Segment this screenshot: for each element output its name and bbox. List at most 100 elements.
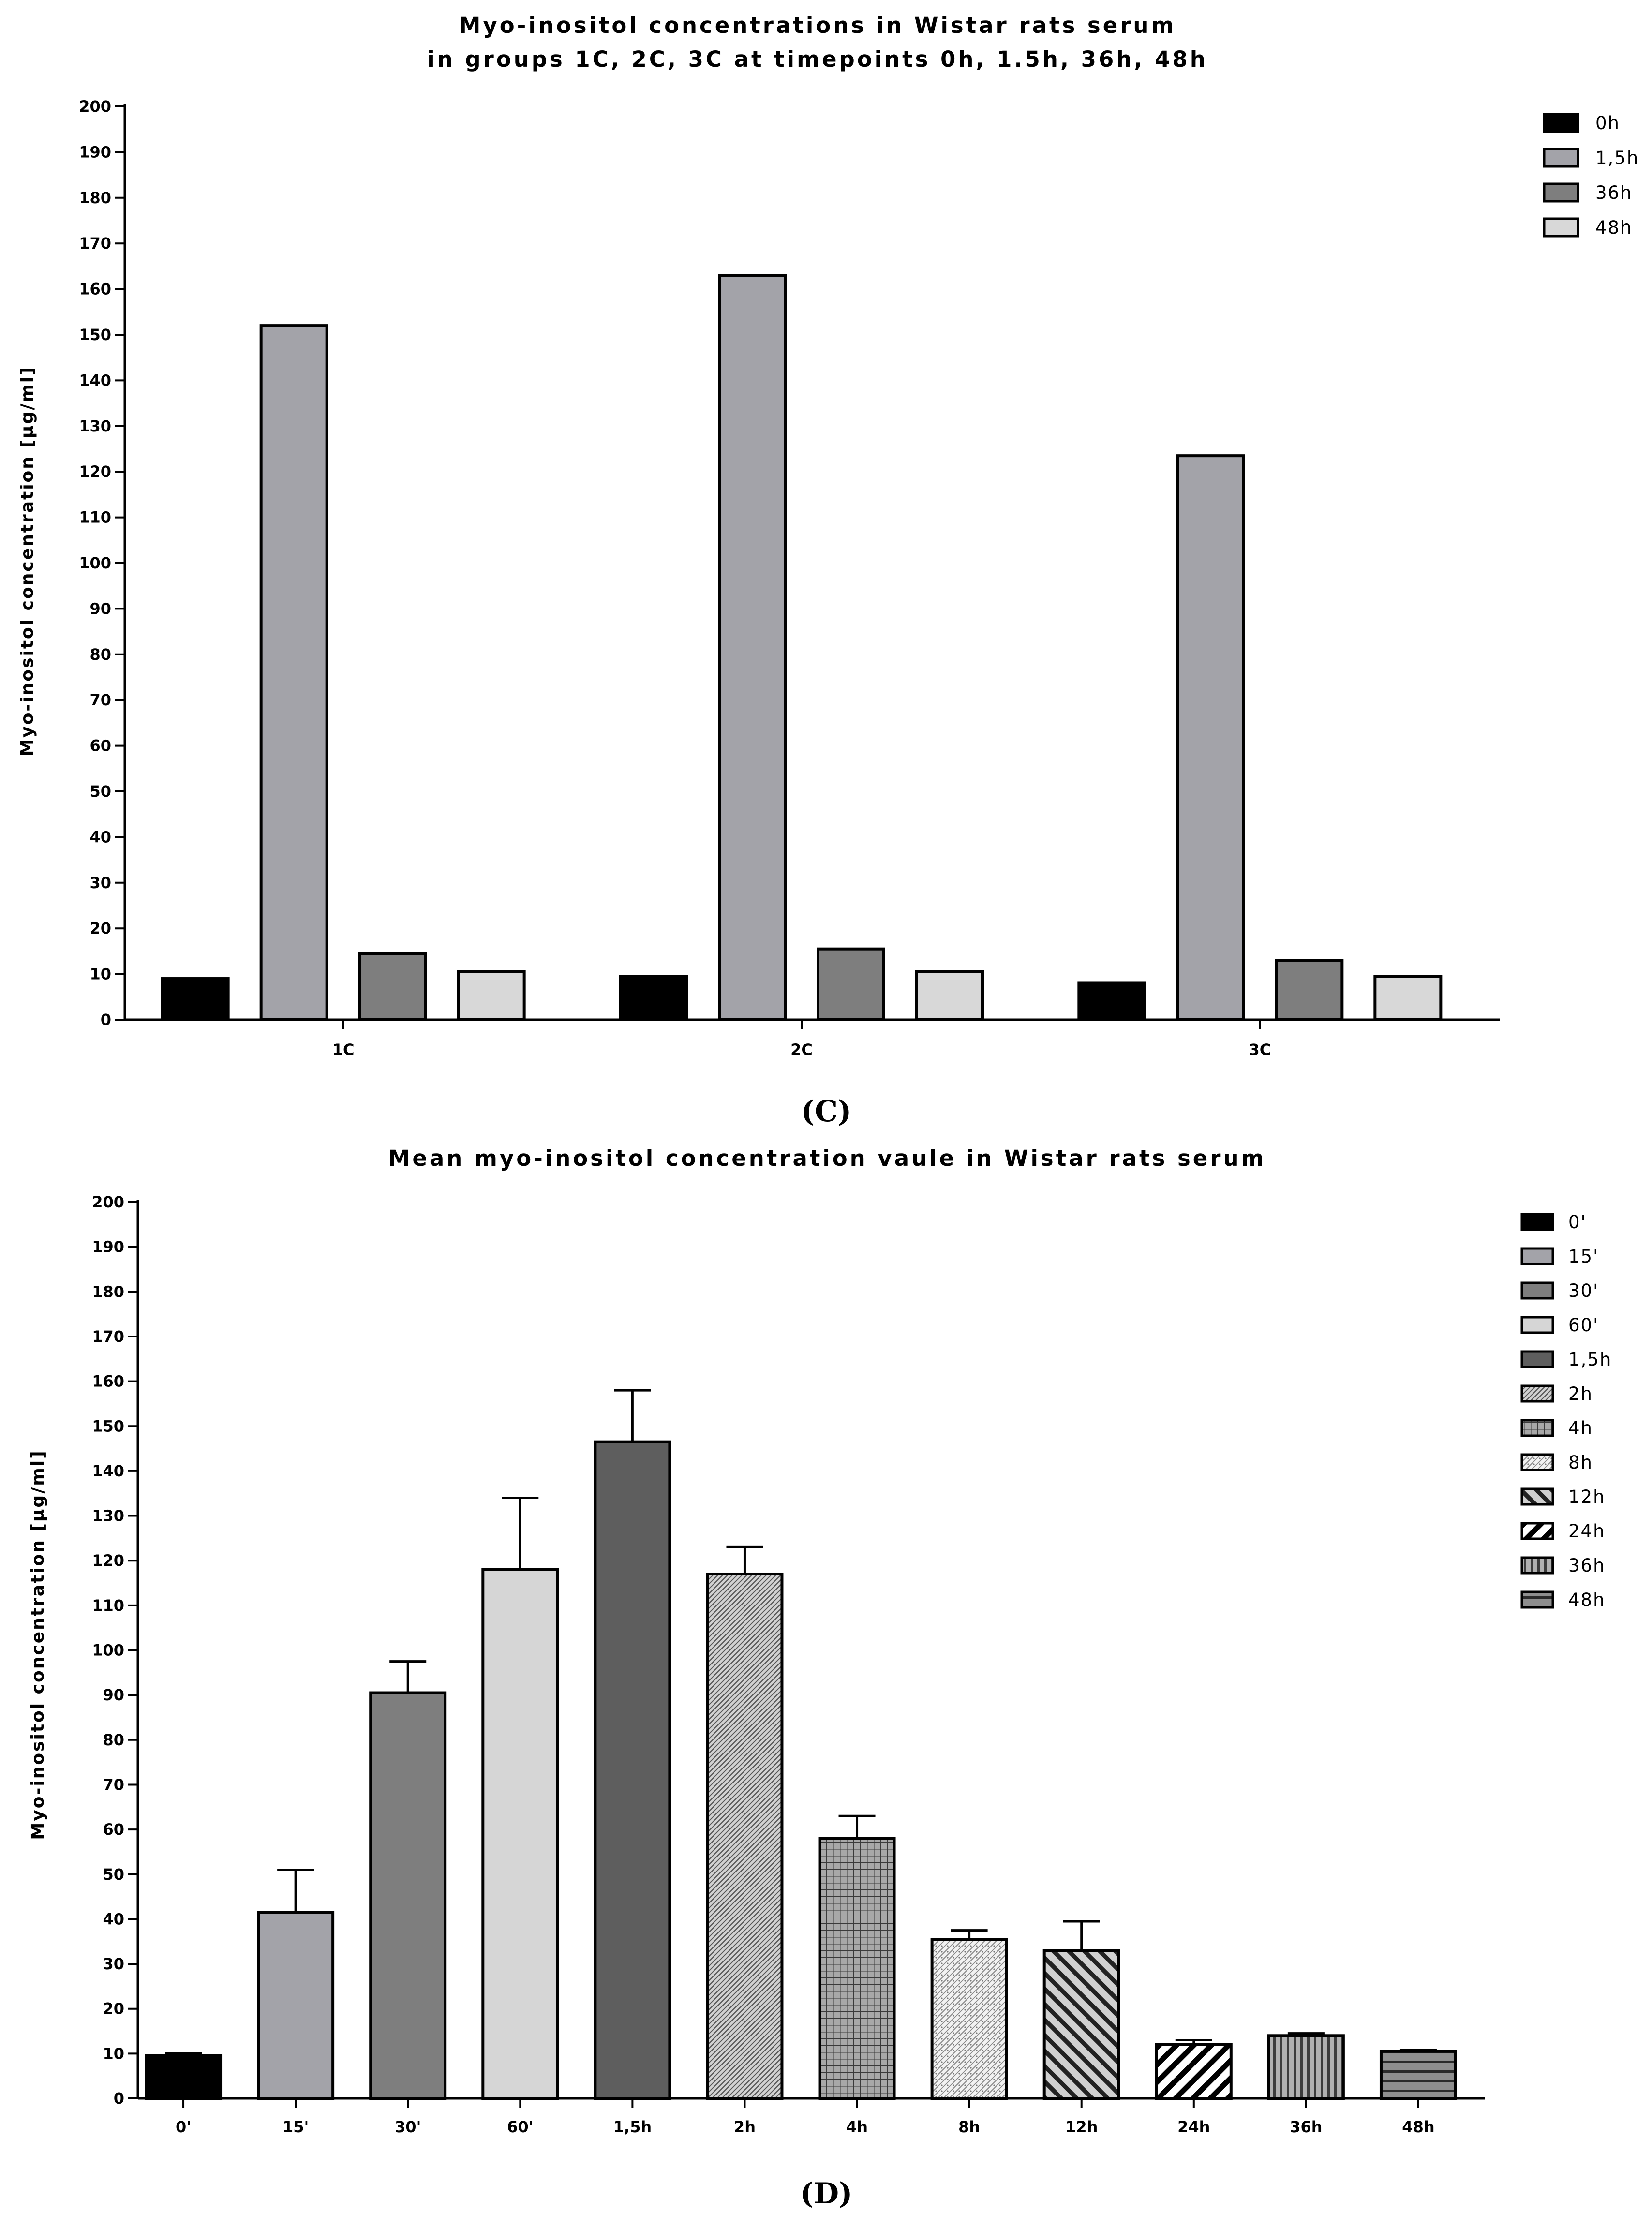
chart-d-legend-label: 12h <box>1568 1486 1606 1507</box>
chart-d-y-tick-label: 60 <box>103 1820 124 1839</box>
chart-c-y-tick-label: 10 <box>89 965 111 983</box>
chart-c-legend-label: 48h <box>1595 217 1633 238</box>
chart-c-y-tick-label: 50 <box>89 782 111 801</box>
chart-c-y-tick-label: 160 <box>79 280 111 298</box>
chart-c-title-line2: in groups 1C, 2C, 3C at timepoints 0h, 1… <box>427 46 1207 72</box>
chart-d-title: Mean myo-inositol concentration vaule in… <box>388 1145 1266 1171</box>
chart-c-y-tick-label: 100 <box>79 554 111 572</box>
chart-d-legend-label: 60' <box>1568 1315 1599 1336</box>
chart-d-legend-swatch <box>1520 1350 1554 1368</box>
chart-d-x-tick-label: 36h <box>1290 2118 1322 2136</box>
chart-c-y-tick-label: 170 <box>79 234 111 253</box>
chart-panel-d: Mean myo-inositol concentration vaule in… <box>28 1145 1612 2136</box>
chart-d-legend-label: 8h <box>1568 1452 1593 1473</box>
chart-d-x-tick-label: 24h <box>1177 2118 1210 2136</box>
chart-d-bar <box>1042 1949 1120 2100</box>
chart-d-y-tick-label: 50 <box>103 1865 124 1884</box>
chart-d-y-tick-label: 120 <box>92 1551 124 1570</box>
chart-d-y-tick-label: 10 <box>103 2044 124 2063</box>
chart-d-legend-label: 30' <box>1568 1280 1599 1301</box>
chart-d-legend-swatch <box>1520 1419 1554 1437</box>
chart-d-y-tick-label: 110 <box>92 1596 124 1615</box>
chart-d-x-tick-label: 1,5h <box>613 2118 652 2136</box>
chart-d-legend-swatch <box>1520 1590 1554 1609</box>
chart-c-y-tick-label: 20 <box>89 919 111 937</box>
chart-d-x-tick-label: 15' <box>283 2118 309 2136</box>
chart-c-bar <box>457 970 526 1022</box>
chart-c-bar <box>358 952 427 1021</box>
chart-d-bar <box>257 1911 335 2100</box>
chart-d-bar <box>1379 2050 1457 2100</box>
chart-d-y-tick-label: 100 <box>92 1641 124 1660</box>
chart-d-legend-label: 4h <box>1568 1418 1593 1439</box>
chart-c-bar <box>161 977 230 1022</box>
chart-d-legend-label: 1,5h <box>1568 1349 1612 1370</box>
chart-d-legend-swatch <box>1520 1384 1554 1403</box>
chart-d-bar <box>1155 2043 1233 2100</box>
chart-c-y-axis-label: Myo-inositol concentration [µg/ml] <box>17 366 37 756</box>
chart-c-bar <box>259 324 328 1021</box>
chart-d-bar <box>1267 2034 1345 2100</box>
chart-c-bar <box>1275 959 1344 1022</box>
chart-c-y-tick-label: 200 <box>79 97 111 116</box>
chart-d-y-tick-label: 160 <box>92 1372 124 1391</box>
chart-d-y-tick-label: 200 <box>92 1193 124 1211</box>
chart-c-y-tick-label: 0 <box>101 1010 111 1029</box>
chart-d-y-tick-label: 140 <box>92 1462 124 1480</box>
chart-d-x-tick-label: 30' <box>395 2118 421 2136</box>
chart-c-y-tick-label: 150 <box>79 326 111 344</box>
chart-d-legend-label: 15' <box>1568 1246 1599 1267</box>
chart-d-legend-swatch <box>1520 1487 1554 1506</box>
chart-d-y-axis-label: Myo-inositol concentration [µg/ml] <box>28 1449 48 1840</box>
chart-c-legend-label: 0h <box>1595 113 1620 134</box>
chart-c-x-tick-label: 3C <box>1249 1040 1271 1059</box>
chart-c-y-tick-label: 120 <box>79 462 111 481</box>
chart-d-legend-swatch <box>1520 1453 1554 1471</box>
chart-d-x-tick-label: 8h <box>958 2118 980 2136</box>
chart-c-title-line1: Myo-inositol concentrations in Wistar ra… <box>459 13 1176 38</box>
chart-c-bar <box>1077 981 1146 1021</box>
chart-c-y-tick-label: 60 <box>89 737 111 755</box>
chart-d-y-tick-label: 190 <box>92 1238 124 1256</box>
chart-d-y-tick-label: 130 <box>92 1507 124 1525</box>
chart-d-bar <box>481 1568 559 2100</box>
chart-d-y-tick-label: 40 <box>103 1910 124 1928</box>
chart-d-x-tick-label: 48h <box>1402 2118 1434 2136</box>
chart-c-y-tick-label: 90 <box>89 599 111 618</box>
chart-c-bar <box>1176 454 1245 1021</box>
chart-d-legend-label: 0' <box>1568 1212 1587 1233</box>
chart-d-y-tick-label: 20 <box>103 2000 124 2018</box>
panel-d-label: (D) <box>800 2177 853 2211</box>
chart-d-y-tick-label: 170 <box>92 1327 124 1346</box>
chart-d-y-tick-label: 180 <box>92 1282 124 1301</box>
chart-d-y-tick-label: 90 <box>103 1686 124 1704</box>
chart-c-legend-swatch <box>1543 217 1579 238</box>
chart-c-y-tick-label: 180 <box>79 189 111 207</box>
chart-d-x-tick-label: 4h <box>846 2118 868 2136</box>
chart-c-legend-label: 36h <box>1595 182 1633 203</box>
chart-c-legend-label: 1,5h <box>1595 148 1639 168</box>
chart-d-bar <box>706 1572 784 2100</box>
chart-d-legend-label: 36h <box>1568 1555 1606 1576</box>
chart-d-bar <box>930 1938 1008 2100</box>
chart-d-legend-swatch <box>1520 1522 1554 1540</box>
chart-d-x-tick-label: 60' <box>507 2118 533 2136</box>
chart-c-bar <box>718 274 787 1021</box>
chart-c-legend-swatch <box>1543 182 1579 203</box>
chart-c-y-tick-label: 140 <box>79 371 111 389</box>
chart-d-x-tick-label: 12h <box>1065 2118 1098 2136</box>
chart-d-y-tick-label: 0 <box>114 2089 124 2108</box>
chart-d-x-tick-label: 0' <box>176 2118 191 2136</box>
chart-d-y-tick-label: 80 <box>103 1731 124 1749</box>
chart-d-legend-label: 2h <box>1568 1383 1593 1404</box>
panel-c-label: (C) <box>801 1095 852 1129</box>
chart-d-legend-label: 48h <box>1568 1590 1606 1610</box>
chart-d-legend-swatch <box>1520 1247 1554 1265</box>
chart-c-bar <box>915 970 984 1022</box>
chart-c-y-tick-label: 130 <box>79 417 111 435</box>
chart-d-y-tick-label: 70 <box>103 1775 124 1794</box>
chart-c-y-tick-label: 40 <box>89 828 111 846</box>
chart-c-y-tick-label: 80 <box>89 645 111 664</box>
chart-panel-c: Myo-inositol concentrations in Wistar ra… <box>17 13 1639 1059</box>
chart-c-legend-swatch <box>1543 148 1579 168</box>
